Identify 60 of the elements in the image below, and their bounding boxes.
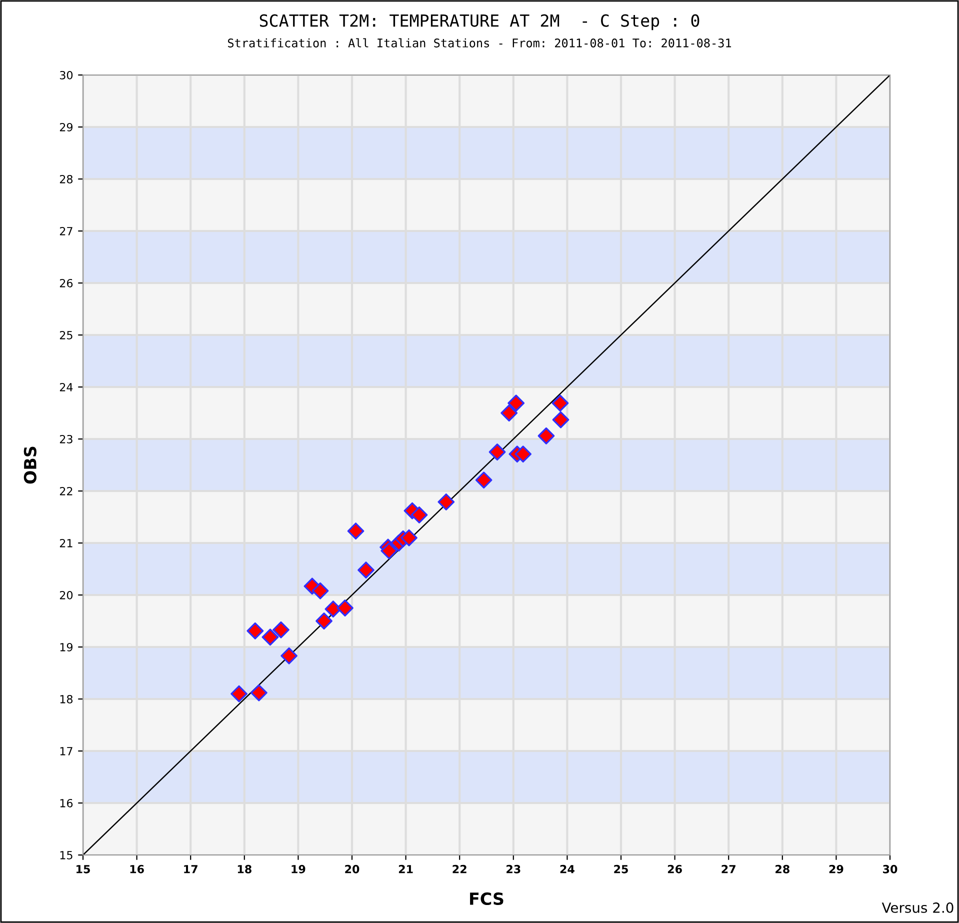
point: [316, 612, 332, 630]
point: [250, 684, 268, 702]
point: [400, 529, 418, 546]
x-tick-label: 29: [829, 864, 844, 874]
chart-title: SCATTER T2M: TEMPERATURE AT 2M - C Step : 0: [260, 14, 700, 30]
x-tick-label: 28: [776, 864, 790, 874]
x-tick-label: 16: [130, 864, 144, 874]
point: [475, 472, 492, 489]
point: [500, 404, 518, 422]
y-tick-label: 30: [60, 70, 73, 80]
x-tick-label: 22: [452, 864, 466, 874]
x-tick-label: 30: [883, 864, 898, 874]
x-tick-label: 25: [614, 864, 628, 874]
point: [347, 522, 364, 540]
x-tick-label: 20: [345, 864, 360, 874]
y-tick-label: 26: [60, 278, 73, 288]
y-tick-label: 16: [60, 798, 73, 808]
y-tick-label: 18: [60, 694, 73, 704]
point: [552, 394, 569, 412]
x-tick-label: 15: [76, 865, 90, 874]
y-tick-label: 29: [60, 122, 72, 132]
y-tick-label: 27: [60, 226, 72, 236]
point: [262, 628, 279, 646]
y-tick-label: 23: [60, 434, 72, 444]
point: [552, 411, 570, 428]
chart-subtitle: Stratification : All Italian Stations - From: 2011-08-01 To: 2011-08-31: [228, 38, 732, 48]
y-axis-title: OBS: [24, 446, 36, 484]
x-tick-label: 27: [722, 864, 736, 874]
point: [438, 493, 455, 510]
x-axis-title: FCS: [470, 892, 504, 906]
y-tick-label: 22: [60, 486, 72, 496]
y-tick-label: 21: [60, 538, 72, 548]
point: [230, 685, 248, 702]
y-tick-label: 24: [60, 382, 73, 392]
x-tick-label: 26: [668, 864, 682, 874]
point: [358, 562, 374, 578]
y-tick-label: 20: [60, 590, 73, 600]
point: [272, 621, 290, 638]
y-tick-label: 28: [60, 174, 73, 184]
x-tick-label: 17: [184, 865, 198, 874]
x-tick-label: 21: [398, 864, 413, 874]
point: [380, 542, 398, 560]
point: [280, 647, 298, 664]
point: [514, 446, 532, 463]
y-tick-label: 25: [60, 330, 72, 340]
point: [508, 394, 525, 412]
x-tick-label: 23: [506, 864, 520, 874]
point: [488, 444, 506, 460]
x-tick-label: 24: [560, 864, 574, 874]
y-tick-label: 17: [60, 747, 72, 756]
point: [246, 622, 264, 640]
point: [538, 427, 555, 444]
y-tick-label: 15: [60, 851, 72, 860]
point: [410, 506, 428, 524]
point: [312, 582, 329, 600]
y-tick-label: 19: [60, 642, 72, 652]
x-tick-label: 19: [292, 864, 306, 874]
x-tick-label: 18: [238, 864, 252, 874]
text: Versus 2.0: [882, 902, 954, 913]
point: [336, 600, 354, 616]
